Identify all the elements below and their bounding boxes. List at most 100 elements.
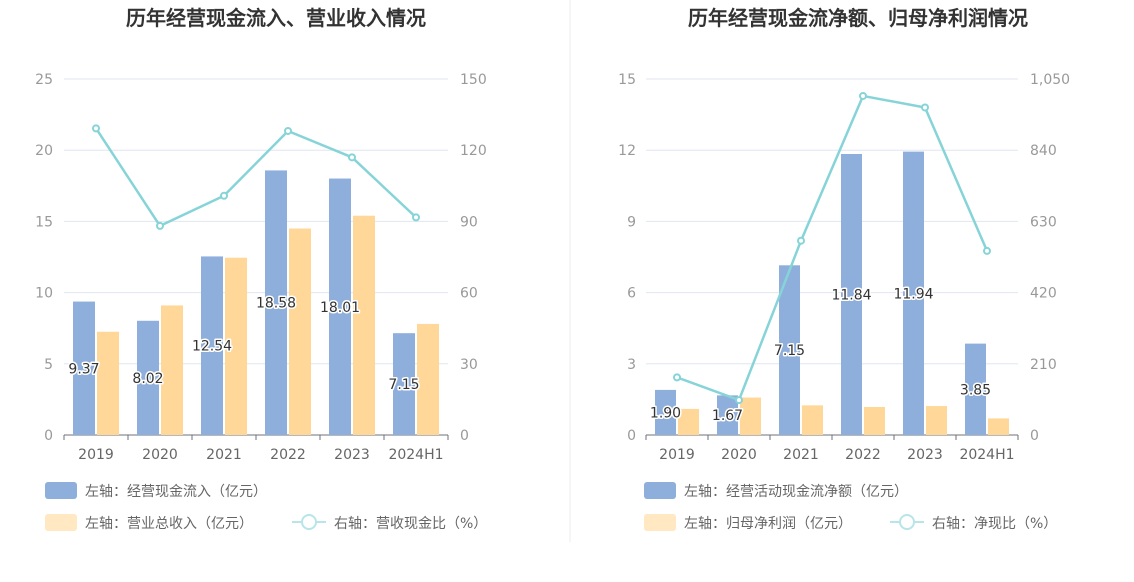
left-axis-tick-label: 12 bbox=[618, 143, 636, 159]
x-axis-tick-label: 2022 bbox=[270, 447, 306, 463]
bar-secondary[interactable] bbox=[161, 305, 183, 435]
bar-secondary[interactable] bbox=[225, 257, 247, 435]
right-chart-panel: 历年经营现金流净额、归母净利润情况 0 3 6 9 12 15 0 210 420 630 840… bbox=[618, 6, 1070, 532]
ratio-line-point[interactable] bbox=[220, 191, 228, 200]
ratio-line-point[interactable] bbox=[92, 124, 100, 133]
x-axis-tick-label: 2020 bbox=[721, 447, 757, 463]
left-chart-left-axis-ticks: 0 5 10 15 20 25 bbox=[35, 72, 53, 444]
left-chart-panel: 历年经营现金流入、营业收入情况 0 5 10 15 20 25 0 30 60 90 120 150… bbox=[35, 6, 487, 532]
bar-value-label: 18.58 bbox=[256, 296, 296, 312]
right-chart-gridlines bbox=[646, 78, 1018, 365]
left-axis-tick-label: 3 bbox=[627, 357, 636, 373]
bar-secondary[interactable] bbox=[678, 408, 699, 435]
bar-value-label: 8.02 bbox=[132, 371, 163, 387]
left-chart-x-axis: 2019 2020 2021 2022 2023 2024H1 bbox=[63, 434, 449, 463]
legend-swatch-bar-blue bbox=[45, 482, 77, 499]
right-chart-bars bbox=[655, 151, 1009, 436]
ratio-line-point[interactable] bbox=[673, 373, 681, 382]
bar-primary[interactable] bbox=[965, 343, 986, 435]
legend-label: 右轴：净现比（%） bbox=[932, 516, 1057, 532]
bar-value-label: 9.37 bbox=[68, 361, 99, 377]
bar-secondary[interactable] bbox=[417, 323, 439, 435]
legend-item-left-revenue[interactable]: 左轴：营业总收入（亿元） bbox=[45, 514, 253, 532]
bar-secondary[interactable] bbox=[740, 397, 761, 435]
left-axis-tick-label: 15 bbox=[35, 214, 53, 230]
right-axis-tick-label: 1,050 bbox=[1030, 72, 1070, 88]
ratio-line-point[interactable] bbox=[156, 221, 164, 230]
ratio-line-point[interactable] bbox=[797, 236, 805, 245]
right-axis-tick-label: 420 bbox=[1030, 286, 1057, 302]
right-axis-tick-label: 150 bbox=[460, 72, 487, 88]
bar-value-label: 11.94 bbox=[893, 286, 933, 302]
legend-label: 左轴：经营现金流入（亿元） bbox=[85, 484, 267, 500]
right-axis-tick-label: 30 bbox=[460, 357, 478, 373]
bar-value-label: 7.15 bbox=[774, 343, 805, 359]
bar-primary[interactable] bbox=[265, 170, 287, 435]
bar-secondary[interactable] bbox=[926, 406, 947, 435]
right-axis-tick-label: 0 bbox=[460, 428, 469, 444]
right-axis-tick-label: 60 bbox=[460, 286, 478, 302]
bar-primary[interactable] bbox=[329, 178, 351, 435]
x-axis-tick-label: 2024H1 bbox=[388, 447, 443, 463]
right-chart-title: 历年经营现金流净额、归母净利润情况 bbox=[688, 6, 1028, 30]
left-chart-ratio-line bbox=[92, 124, 420, 230]
right-chart-ratio-line bbox=[673, 91, 991, 405]
right-axis-tick-label: 630 bbox=[1030, 214, 1057, 230]
ratio-line-point[interactable] bbox=[348, 153, 356, 162]
ratio-line-point[interactable] bbox=[921, 103, 929, 112]
bar-primary[interactable] bbox=[903, 151, 924, 435]
left-chart-title: 历年经营现金流入、营业收入情况 bbox=[126, 6, 426, 30]
bar-primary[interactable] bbox=[779, 265, 800, 435]
legend-item-left-cash-inflow[interactable]: 左轴：经营现金流入（亿元） bbox=[45, 482, 267, 500]
x-axis-tick-label: 2021 bbox=[206, 447, 242, 463]
bar-primary[interactable] bbox=[841, 153, 862, 436]
bar-secondary[interactable] bbox=[289, 228, 311, 435]
ratio-line-path bbox=[676, 94, 989, 402]
left-axis-tick-label: 20 bbox=[35, 143, 53, 159]
bar-secondary[interactable] bbox=[988, 418, 1009, 435]
ratio-line-point[interactable] bbox=[284, 126, 292, 135]
right-chart-data-labels: 1.90 1.67 7.15 11.84 11.94 3.85 bbox=[648, 285, 992, 426]
bar-secondary[interactable] bbox=[802, 405, 823, 435]
bar-secondary[interactable] bbox=[97, 331, 119, 435]
right-chart-x-axis: 2019 2020 2021 2022 2023 2024H1 bbox=[645, 434, 1019, 463]
right-chart-left-axis-ticks: 0 3 6 9 12 15 bbox=[618, 72, 636, 444]
bar-primary[interactable] bbox=[137, 320, 159, 435]
left-axis-tick-label: 0 bbox=[627, 428, 636, 444]
legend-item-left-ratio[interactable]: 右轴：营收现金比（%） bbox=[292, 514, 487, 532]
legend-label: 右轴：营收现金比（%） bbox=[334, 516, 487, 532]
legend-label: 左轴：归母净利润（亿元） bbox=[684, 515, 852, 532]
bar-secondary[interactable] bbox=[864, 406, 885, 435]
bar-primary[interactable] bbox=[73, 301, 95, 435]
left-axis-tick-label: 9 bbox=[627, 214, 636, 230]
bar-primary[interactable] bbox=[201, 256, 223, 435]
legend-swatch-bar-yellow bbox=[45, 514, 77, 531]
bar-primary[interactable] bbox=[655, 389, 676, 435]
ratio-line-point[interactable] bbox=[859, 91, 867, 100]
bar-value-label: 1.67 bbox=[712, 408, 743, 424]
ratio-line-point[interactable] bbox=[983, 246, 991, 255]
legend-item-right-net-profit[interactable]: 左轴：归母净利润（亿元） bbox=[644, 514, 852, 532]
right-chart-legend: 左轴：经营活动现金流净额（亿元） 左轴：归母净利润（亿元） 右轴：净现比（%） bbox=[644, 482, 1057, 532]
left-chart-gridlines bbox=[64, 78, 448, 365]
left-axis-tick-label: 15 bbox=[618, 72, 636, 88]
x-axis-tick-label: 2019 bbox=[659, 447, 695, 463]
left-chart-legend: 左轴：经营现金流入（亿元） 左轴：营业总收入（亿元） 右轴：营收现金比（%） bbox=[45, 482, 487, 532]
legend-item-right-ratio[interactable]: 右轴：净现比（%） bbox=[890, 514, 1057, 532]
bar-primary[interactable] bbox=[393, 333, 415, 435]
bar-secondary[interactable] bbox=[353, 215, 375, 435]
legend-swatch-marker bbox=[301, 514, 317, 530]
ratio-line-point[interactable] bbox=[735, 396, 743, 405]
legend-swatch-marker bbox=[899, 514, 915, 530]
x-axis-tick-label: 2022 bbox=[845, 447, 881, 463]
left-axis-tick-label: 0 bbox=[44, 428, 53, 444]
legend-swatch-bar-blue bbox=[644, 482, 676, 499]
legend-item-right-net-cash-flow[interactable]: 左轴：经营活动现金流净额（亿元） bbox=[644, 482, 908, 500]
ratio-line-point[interactable] bbox=[412, 213, 420, 222]
bar-value-label: 7.15 bbox=[388, 377, 419, 393]
x-axis-tick-label: 2023 bbox=[334, 447, 370, 463]
left-chart-data-labels: 9.37 8.02 12.54 18.58 18.01 7.15 bbox=[67, 294, 421, 394]
left-axis-tick-label: 5 bbox=[44, 357, 53, 373]
bar-primary[interactable] bbox=[717, 395, 738, 435]
x-axis-tick-label: 2024H1 bbox=[959, 447, 1014, 463]
